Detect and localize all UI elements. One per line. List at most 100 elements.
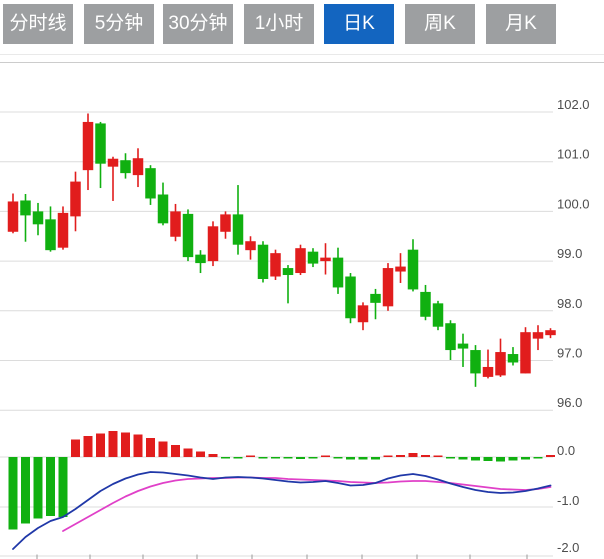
period-tabbar: 分时线 5分钟 30分钟 1小时 日K 周K 月K	[0, 0, 604, 54]
macd-bar	[96, 433, 105, 457]
candle[interactable]	[157, 182, 169, 226]
candle[interactable]	[170, 203, 181, 242]
macd-bar	[146, 438, 155, 457]
price-tick-label: 98.0	[557, 296, 582, 311]
macd-bar	[183, 448, 193, 457]
macd-bar	[508, 457, 518, 461]
candle[interactable]	[195, 250, 206, 274]
candle[interactable]	[70, 171, 81, 232]
candle[interactable]	[145, 165, 156, 205]
candle[interactable]	[32, 202, 44, 236]
candle[interactable]	[332, 247, 344, 294]
macd-bar	[271, 457, 280, 459]
tab-5min[interactable]: 5分钟	[84, 4, 154, 44]
macd-bar	[33, 457, 43, 519]
macd-axis-labels: 0.0 -1.0 -2.0	[557, 443, 579, 555]
candle[interactable]	[120, 153, 131, 179]
macd-bar	[321, 455, 330, 457]
candle[interactable]	[420, 284, 431, 321]
candle[interactable]	[295, 244, 306, 276]
macd-bar	[408, 453, 418, 457]
macd-bar	[158, 441, 168, 457]
candle[interactable]	[95, 121, 106, 189]
tab-monthly-k[interactable]: 月K	[486, 4, 556, 44]
macd-bar	[346, 457, 355, 460]
macd-bar	[546, 455, 555, 457]
candle[interactable]	[270, 249, 281, 280]
macd-bar	[308, 457, 318, 459]
macd-bar	[458, 457, 468, 460]
macd-bar	[121, 432, 130, 457]
macd-bar	[483, 457, 493, 461]
macd-bar	[471, 457, 480, 461]
macd-bar	[521, 457, 530, 460]
candle[interactable]	[532, 325, 544, 351]
candle[interactable]	[482, 349, 494, 379]
macd-bar	[433, 455, 443, 457]
tabbar-divider	[0, 54, 604, 55]
price-tick-label: 97.0	[557, 346, 582, 361]
candle[interactable]	[495, 338, 506, 377]
candle[interactable]	[470, 345, 481, 387]
candle[interactable]	[82, 113, 94, 191]
tab-daily-k[interactable]: 日K	[324, 4, 394, 44]
candle[interactable]	[182, 209, 194, 262]
candle[interactable]	[207, 221, 219, 267]
macd-histogram	[8, 431, 555, 530]
candle[interactable]	[220, 211, 231, 239]
tab-30min[interactable]: 30分钟	[163, 4, 233, 44]
candle[interactable]	[45, 206, 56, 252]
candle[interactable]	[107, 156, 119, 201]
candle[interactable]	[457, 333, 469, 367]
macd-bar	[208, 454, 218, 457]
macd-bar	[233, 457, 243, 459]
tab-weekly-k[interactable]: 周K	[405, 4, 475, 44]
candle[interactable]	[357, 302, 369, 331]
macd-tick-label: 0.0	[557, 443, 575, 458]
candle[interactable]	[345, 273, 356, 324]
candle[interactable]	[520, 327, 531, 374]
candle[interactable]	[507, 347, 519, 366]
price-tick-label: 96.0	[557, 395, 582, 410]
candles-layer	[7, 113, 556, 387]
candle[interactable]	[432, 300, 444, 331]
macd-bar	[396, 455, 405, 457]
candle[interactable]	[545, 328, 556, 339]
candle[interactable]	[382, 263, 394, 311]
candle[interactable]	[232, 185, 244, 255]
price-tick-label: 102.0	[557, 97, 590, 112]
macd-tick-label: -2.0	[557, 540, 579, 555]
candle[interactable]	[132, 148, 144, 188]
candle[interactable]	[245, 236, 256, 260]
candle[interactable]	[7, 193, 19, 234]
candle[interactable]	[407, 239, 419, 292]
macd-bar	[358, 457, 368, 460]
tab-1hour[interactable]: 1小时	[244, 4, 314, 44]
candle[interactable]	[395, 253, 406, 283]
candle[interactable]	[282, 265, 294, 304]
candle[interactable]	[320, 243, 331, 275]
candle[interactable]	[370, 288, 381, 320]
gridlines	[0, 111, 553, 559]
macd-bar	[258, 457, 268, 459]
macd-bar	[83, 436, 93, 457]
macd-bar	[108, 431, 118, 457]
macd-bar	[383, 455, 393, 457]
macd-bar	[496, 457, 505, 462]
candle[interactable]	[257, 241, 269, 283]
macd-bar	[333, 457, 343, 459]
candle[interactable]	[57, 206, 69, 250]
macd-bar	[296, 457, 305, 459]
macd-bar	[196, 451, 205, 457]
macd-bar	[171, 445, 180, 457]
price-tick-label: 101.0	[557, 147, 590, 162]
candle[interactable]	[20, 194, 31, 242]
candle[interactable]	[445, 320, 456, 361]
macd-bar	[371, 457, 380, 460]
tab-timeline[interactable]: 分时线	[3, 4, 73, 44]
macd-bar	[246, 455, 255, 457]
candle[interactable]	[307, 248, 319, 268]
chart-top-border	[0, 62, 604, 63]
macd-bar	[46, 457, 55, 516]
